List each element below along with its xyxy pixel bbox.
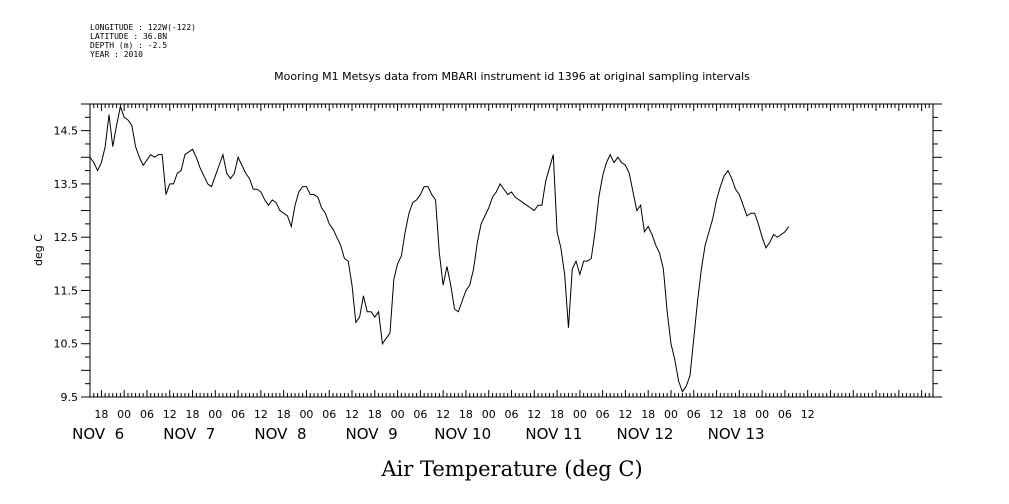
- x-tick-label: 12: [254, 408, 268, 421]
- day-label: NOV 10: [434, 425, 491, 443]
- day-labels: NOV 6 NOV 7 NOV 8 NOV 9 NOV 10 NOV 11 NOV 12 NO…: [72, 425, 764, 443]
- day-label: NOV 7: [163, 425, 215, 443]
- x-tick-label: 00: [664, 408, 678, 421]
- x-tick-label: 12: [710, 408, 724, 421]
- x-tick-label: 00: [299, 408, 313, 421]
- y-tick-label: 13.5: [54, 178, 79, 191]
- x-tick-label: 06: [778, 408, 792, 421]
- x-tick-label: 00: [755, 408, 769, 421]
- x-tick-label: 12: [345, 408, 359, 421]
- y-tick-label: 14.5: [54, 125, 79, 138]
- day-label: NOV 9: [346, 425, 398, 443]
- plot-frame: [89, 103, 934, 398]
- x-tick-labels: 18 00 06 12 18 00 06 12 18 00 06 12 18 00 06 12 18 00 06 12…: [94, 408, 814, 421]
- meta-depth: DEPTH (m) : -2.5: [90, 41, 167, 50]
- y-tick-label: 10.5: [54, 338, 79, 351]
- x-tick-label: 06: [505, 408, 519, 421]
- x-tick-label: 18: [732, 408, 746, 421]
- x-tick-label: 00: [208, 408, 222, 421]
- x-tick-label: 18: [368, 408, 382, 421]
- day-label: NOV 13: [708, 425, 765, 443]
- x-tick-label: 18: [641, 408, 655, 421]
- y-tick-label: 9.5: [61, 391, 79, 404]
- series-line: [89, 104, 790, 393]
- x-tick-label: 00: [391, 408, 405, 421]
- x-tick-label: 12: [163, 408, 177, 421]
- meta-year: YEAR : 2010: [90, 50, 143, 59]
- y-tick-labels: 14.5 13.5 12.5 11.5 10.5 9.5: [54, 125, 79, 404]
- x-tick-label: 06: [687, 408, 701, 421]
- chart-title: Mooring M1 Metsys data from MBARI instru…: [274, 70, 750, 83]
- day-label: NOV 12: [617, 425, 674, 443]
- x-tick-label: 12: [527, 408, 541, 421]
- day-label: NOV 6: [72, 425, 124, 443]
- meta-latitude: LATITUDE : 36.8N: [90, 32, 167, 41]
- x-tick-label: 06: [231, 408, 245, 421]
- x-tick-label: 06: [322, 408, 336, 421]
- y-axis-label: deg C: [32, 234, 45, 266]
- x-tick-label: 00: [482, 408, 496, 421]
- axis-ticks: [81, 103, 942, 398]
- x-tick-label: 12: [618, 408, 632, 421]
- x-tick-label: 12: [436, 408, 450, 421]
- x-tick-label: 00: [573, 408, 587, 421]
- x-tick-label: 18: [550, 408, 564, 421]
- x-tick-label: 18: [277, 408, 291, 421]
- x-tick-label: 06: [413, 408, 427, 421]
- x-tick-label: 06: [596, 408, 610, 421]
- x-tick-label: 18: [94, 408, 108, 421]
- day-label: NOV 8: [254, 425, 306, 443]
- x-tick-label: 18: [186, 408, 200, 421]
- x-axis-label: Air Temperature (deg C): [380, 457, 642, 481]
- x-tick-label: 12: [801, 408, 815, 421]
- day-label: NOV 11: [525, 425, 582, 443]
- x-tick-label: 06: [140, 408, 154, 421]
- x-tick-label: 18: [459, 408, 473, 421]
- meta-longitude: LONGITUDE : 122W(-122): [90, 23, 196, 32]
- x-tick-label: 00: [117, 408, 131, 421]
- y-tick-label: 12.5: [54, 231, 79, 244]
- y-tick-label: 11.5: [54, 284, 79, 297]
